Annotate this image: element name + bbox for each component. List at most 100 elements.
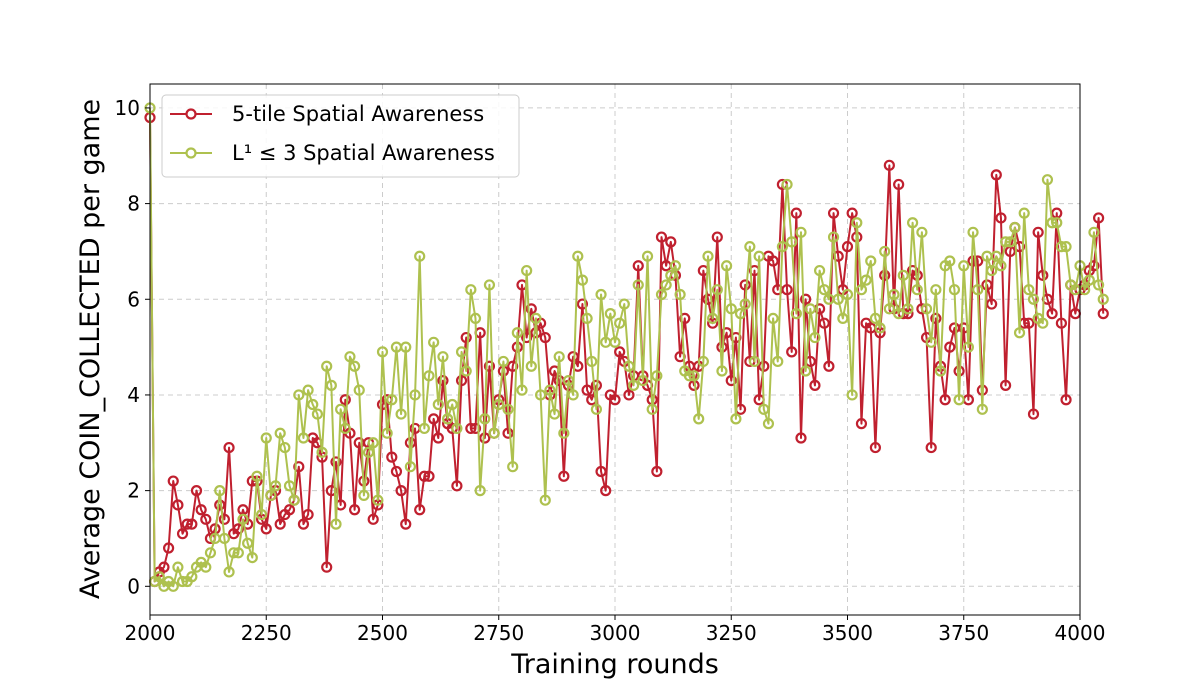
data-point	[176, 575, 189, 588]
data-point	[1097, 293, 1109, 305]
data-point	[906, 217, 919, 229]
data-point	[339, 422, 351, 435]
data-point	[860, 274, 872, 286]
data-point	[827, 231, 840, 243]
data-point	[688, 370, 700, 382]
data-point	[353, 384, 365, 396]
data-point	[483, 279, 496, 291]
data-point	[697, 355, 709, 368]
data-point	[855, 418, 868, 430]
data-point	[767, 312, 779, 325]
x-tick-label: 3750	[938, 621, 989, 645]
data-point	[321, 360, 333, 372]
data-point	[1023, 284, 1035, 296]
data-point	[307, 398, 319, 411]
data-point	[200, 561, 212, 573]
data-point	[953, 394, 965, 406]
data-point	[158, 561, 170, 573]
x-tick-label: 2000	[125, 621, 176, 645]
data-point	[539, 494, 551, 506]
data-point	[153, 571, 165, 583]
data-point	[237, 513, 249, 525]
data-point	[567, 351, 579, 363]
data-point	[274, 427, 286, 439]
data-point	[879, 245, 891, 258]
data-point	[651, 465, 663, 478]
data-point	[386, 451, 398, 463]
data-point	[1004, 236, 1016, 248]
data-point	[576, 274, 589, 286]
data-point	[995, 260, 1007, 272]
data-point	[265, 489, 277, 502]
legend-marker-series-2	[185, 147, 197, 159]
data-point	[288, 494, 300, 506]
series-line	[149, 117, 1105, 583]
data-point	[879, 269, 891, 281]
data-point	[502, 427, 514, 439]
data-point	[874, 322, 886, 334]
data-point	[381, 427, 393, 439]
data-point	[995, 212, 1007, 224]
data-point	[195, 504, 207, 516]
data-point	[744, 241, 756, 253]
data-point	[283, 480, 296, 492]
data-point	[1018, 207, 1030, 219]
x-tick-label: 4000	[1055, 621, 1106, 645]
data-point	[590, 403, 603, 415]
data-point	[739, 279, 751, 291]
data-point	[525, 360, 537, 372]
legend: 5-tile Spatial Awareness L¹ ≤ 3 Spatial …	[161, 94, 520, 178]
data-point	[228, 547, 240, 559]
data-point	[883, 303, 895, 315]
data-point	[958, 260, 970, 272]
data-point	[651, 370, 663, 382]
data-point	[939, 394, 951, 406]
legend-label-series-2: L¹ ≤ 3 Spatial Awareness	[232, 141, 495, 165]
data-point	[460, 365, 472, 377]
y-tick-label: 6	[127, 287, 140, 311]
data-point	[218, 513, 230, 525]
data-point	[623, 389, 635, 401]
data-point	[944, 255, 956, 267]
data-point	[204, 547, 217, 559]
data-point	[618, 298, 630, 310]
x-tick-label: 2250	[241, 621, 292, 645]
data-point	[967, 226, 979, 238]
data-point	[665, 236, 677, 248]
data-point	[762, 418, 775, 430]
y-axis-ticks: 0 2 4 6 8 10	[115, 96, 150, 598]
data-point	[781, 178, 793, 191]
data-point	[367, 513, 379, 525]
data-point	[962, 341, 975, 353]
data-point	[734, 308, 747, 320]
x-axis-ticks: 2000 2250 2500 2750 3000 3250 3500 3750 4000	[125, 615, 1106, 645]
data-point	[414, 504, 426, 516]
data-point	[813, 264, 826, 277]
data-point	[479, 413, 491, 425]
data-point	[242, 537, 254, 549]
data-point	[172, 561, 184, 573]
data-point	[999, 236, 1012, 248]
x-tick-label: 2750	[473, 621, 524, 645]
data-point	[720, 260, 733, 272]
data-point	[990, 169, 1002, 181]
data-point	[176, 528, 189, 540]
data-point	[869, 441, 882, 454]
data-point	[920, 303, 933, 315]
data-point	[521, 264, 533, 277]
data-point	[274, 518, 286, 530]
data-point	[595, 288, 607, 301]
data-point	[293, 389, 305, 401]
data-point	[558, 427, 570, 439]
data-point	[511, 327, 523, 339]
data-point	[1009, 221, 1021, 234]
data-point	[823, 360, 835, 372]
data-point	[832, 293, 844, 305]
data-point	[976, 403, 988, 415]
data-point	[1051, 217, 1063, 229]
y-axis-label: Average COIN_COLLECTED per game	[75, 99, 106, 599]
data-point	[767, 255, 779, 267]
data-point	[595, 465, 607, 478]
y-tick-label: 8	[127, 192, 140, 216]
data-point	[432, 398, 444, 411]
